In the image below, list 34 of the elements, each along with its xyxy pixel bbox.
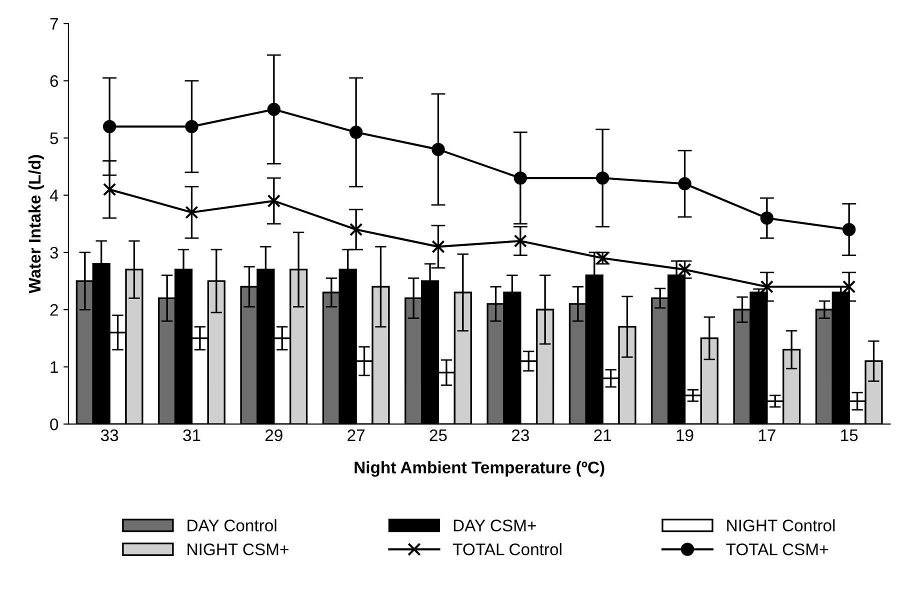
point bbox=[349, 222, 363, 236]
legend-label: DAY Control bbox=[188, 519, 276, 532]
point bbox=[185, 206, 198, 219]
x-tick-label: 19 bbox=[676, 429, 694, 442]
y-axis-title: Water Intake (L/d) bbox=[28, 155, 44, 294]
y-tick-label: 4 bbox=[50, 190, 58, 202]
y-tick-label: 5 bbox=[50, 132, 58, 144]
x-tick-label: 25 bbox=[430, 429, 447, 442]
legend-label: TOTAL Control bbox=[452, 543, 562, 556]
x-tick-label: 15 bbox=[841, 430, 858, 442]
y-tick-label: 7 bbox=[50, 18, 58, 30]
legend-label: NIGHT Control bbox=[727, 519, 835, 532]
point bbox=[432, 240, 445, 254]
x-tick-label: 17 bbox=[758, 430, 776, 442]
point bbox=[267, 194, 280, 208]
y-tick-label: 6 bbox=[50, 75, 58, 87]
legend-label: DAY CSM+ bbox=[454, 520, 536, 532]
x-tick-label: 21 bbox=[594, 429, 612, 442]
point bbox=[760, 280, 774, 294]
point bbox=[514, 234, 528, 248]
x-axis-title: Night Ambient Temperature (ºC) bbox=[354, 461, 604, 477]
point bbox=[102, 182, 116, 196]
y-tick-label: 1 bbox=[50, 361, 58, 373]
y-tick-label: 0 bbox=[50, 418, 58, 430]
x-tick-label: 33 bbox=[100, 429, 118, 442]
point bbox=[842, 280, 856, 294]
x-tick-label: 27 bbox=[348, 429, 365, 442]
legend-label: NIGHT CSM+ bbox=[188, 543, 288, 556]
y-tick-label: 3 bbox=[50, 246, 58, 259]
y-tick-label: 2 bbox=[50, 304, 58, 316]
x-tick-label: 23 bbox=[512, 429, 529, 442]
x-tick-label: 29 bbox=[265, 429, 282, 442]
x-tick-label: 31 bbox=[183, 429, 200, 442]
legend-label: TOTAL CSM+ bbox=[726, 543, 828, 556]
